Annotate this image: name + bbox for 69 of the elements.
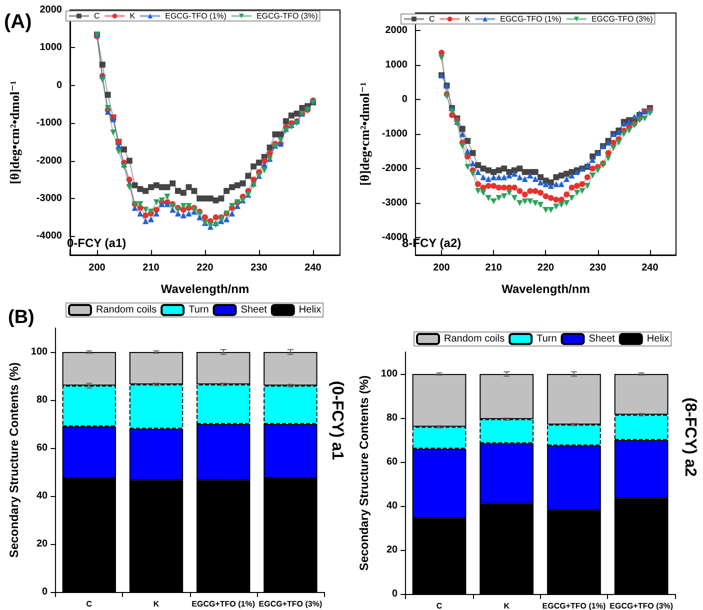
x-tick-label: 200 <box>88 262 106 274</box>
legend-label: EGCG-TFO (1%) <box>165 12 227 20</box>
x-tick-label: K <box>504 602 510 610</box>
legend-label: Random coils <box>444 334 505 344</box>
y-tick-label: 100 <box>30 346 48 358</box>
legend-label: K <box>130 12 136 20</box>
text: (A) <box>4 11 32 33</box>
y-tick-label: 0 <box>56 80 62 91</box>
legend-label: EGCG-TFO (1%) <box>500 14 562 24</box>
y-tick-label: 40 <box>386 500 398 512</box>
y-tick-label: -3000 <box>36 192 62 204</box>
y-tick-label: -3000 <box>382 198 408 209</box>
y-tick-label: 2000 <box>385 24 408 36</box>
y-tick-label: 60 <box>36 442 48 454</box>
legend-label: C <box>429 14 435 24</box>
y-tick-label: 20 <box>36 538 48 550</box>
x-tick-label: EGCG+TFO (1%) <box>542 602 606 610</box>
y-tick-label: 40 <box>36 490 48 502</box>
x-axis-title: Wavelength/nm <box>160 282 250 296</box>
y-axis-title: Secondary Structure Contents (%) <box>7 362 21 558</box>
y-axis-title: Secondary Structure Contents (%) <box>357 375 371 571</box>
x-tick-label: 240 <box>642 262 659 274</box>
x-tick-label: 230 <box>250 262 268 274</box>
y-tick-label: -1000 <box>382 128 408 140</box>
legend-label: EGCG-TFO (3%) <box>591 14 654 24</box>
x-axis-title: Wavelength/nm <box>502 282 590 296</box>
y-tick-label: 0 <box>42 586 48 598</box>
text: (B) <box>8 307 34 328</box>
y-tick-label: 60 <box>386 456 398 468</box>
x-tick-label: 230 <box>590 262 607 274</box>
legend-label: Turn <box>536 334 557 344</box>
x-tick-label: 210 <box>142 262 160 274</box>
y-tick-label: -2000 <box>382 163 408 174</box>
x-tick-label: EGCG+TFO (3%) <box>610 602 674 610</box>
y-tick-label: 1000 <box>385 59 408 70</box>
y-axis-title: [θ]deg•cm²•dmol⁻¹ <box>7 80 22 184</box>
y-tick-label: 1000 <box>40 42 62 54</box>
legend-label: Helix <box>646 334 670 344</box>
x-tick-label: C <box>86 600 92 608</box>
text: (8-FCY) a2 <box>682 397 698 477</box>
y-tick-label: 80 <box>36 394 48 406</box>
legend-label: C <box>94 12 100 20</box>
y-tick-label: 100 <box>380 368 398 380</box>
y-tick-label: 20 <box>386 544 398 556</box>
x-tick-label: 220 <box>196 262 214 274</box>
y-tick-label: 0 <box>402 94 408 105</box>
x-tick-label: 200 <box>433 262 450 274</box>
y-tick-label: 0 <box>392 588 398 600</box>
x-tick-label: K <box>153 600 160 608</box>
legend-label: Sheet <box>240 304 268 316</box>
legend-label: Sheet <box>588 334 616 344</box>
y-tick-label: -2000 <box>36 155 62 166</box>
y-axis-title: [θ]deg•cm²•dmol⁻¹ <box>357 82 372 186</box>
legend-label: EGCG-TFO (3%) <box>256 12 318 20</box>
y-tick-label: 80 <box>386 412 398 424</box>
x-tick-label: 220 <box>537 262 555 274</box>
text: (0-FCY) a1 <box>328 380 346 460</box>
legend-label: Random coils <box>96 304 157 316</box>
legend-label: K <box>464 14 471 24</box>
x-tick-label: 240 <box>304 262 322 274</box>
x-tick-label: EGCG+TFO (3%) <box>258 600 322 608</box>
x-tick-label: EGCG+TFO (1%) <box>192 600 256 608</box>
y-tick-label: -4000 <box>36 230 62 242</box>
legend-label: Turn <box>188 304 209 316</box>
y-tick-label: 2000 <box>40 4 62 16</box>
legend-label: Helix <box>298 304 322 316</box>
x-tick-label: 210 <box>485 262 502 274</box>
y-tick-label: -1000 <box>36 118 62 129</box>
x-tick-label: C <box>436 602 442 610</box>
